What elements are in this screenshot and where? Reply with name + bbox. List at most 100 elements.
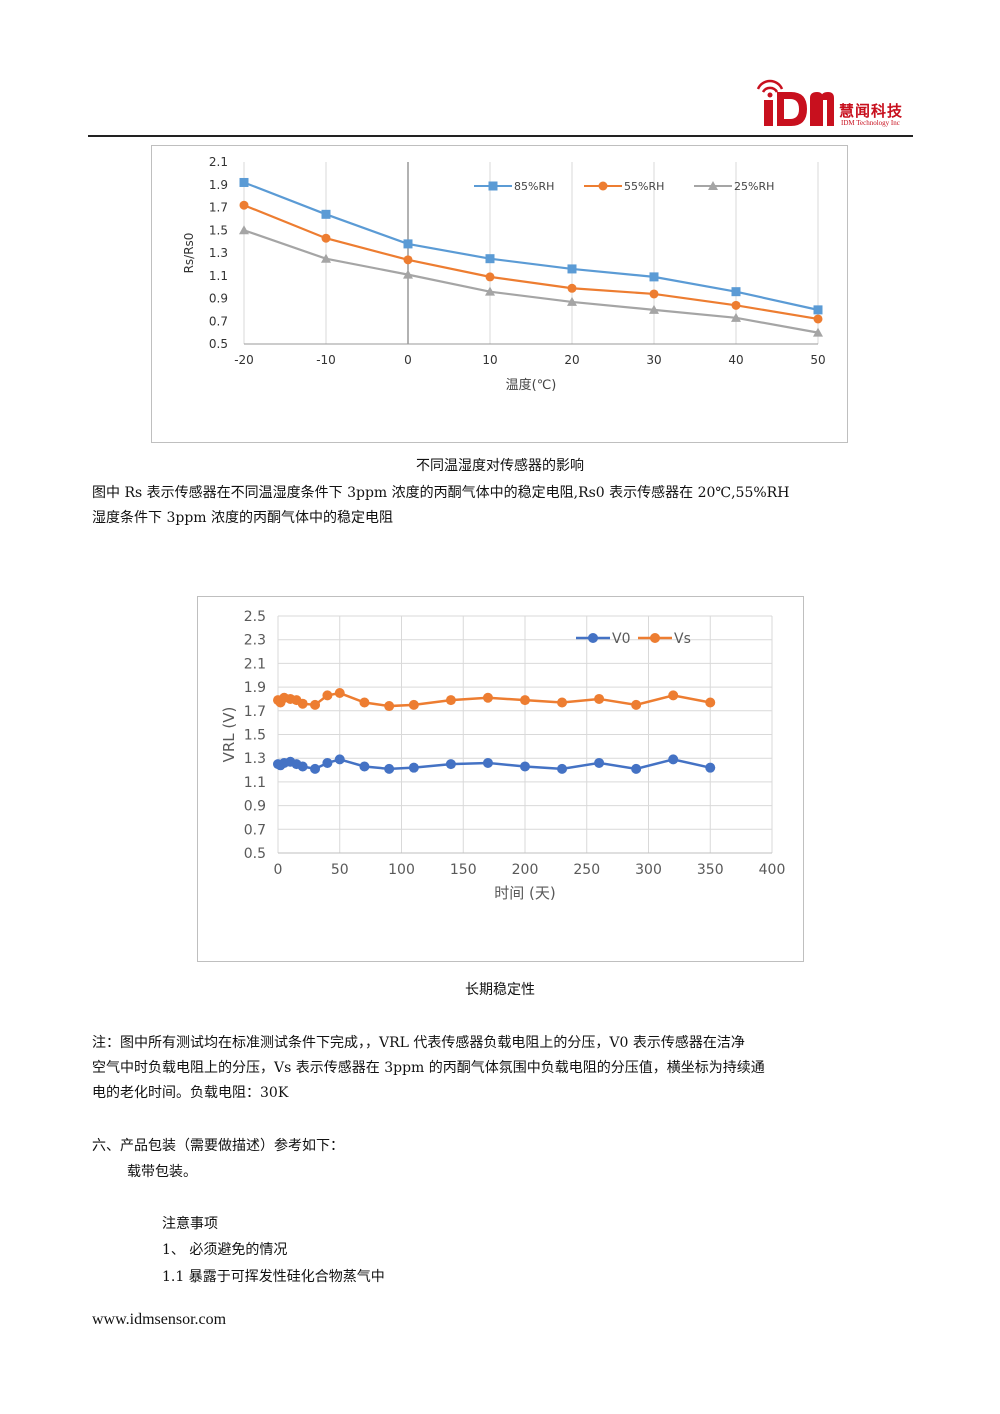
chart-long-term-stability: 2.5 2.3 2.1 1.9 1.7 1.5 1.3 1.1 0.9 0.7 0.5 0 50 100 1… bbox=[220, 609, 786, 902]
data-point bbox=[482, 692, 493, 703]
y-tick-label: 1.1 bbox=[244, 775, 266, 791]
chart1-note-line1: 图中 Rs 表示传感器在不同温湿度条件下 3ppm 浓度的丙酮气体中的稳定电阻,… bbox=[92, 485, 790, 501]
x-tick-label: -20 bbox=[234, 353, 254, 367]
x-tick-label: 200 bbox=[512, 862, 539, 878]
note-line2: 空气中时负载电阻上的分压，Vs 表示传感器在 3ppm 的丙酮气体氛围中负载电阻… bbox=[92, 1060, 765, 1076]
legend-marker bbox=[650, 633, 660, 643]
data-point bbox=[384, 763, 395, 774]
y-tick-label: 0.9 bbox=[244, 799, 266, 815]
footer-url[interactable]: www.idmsensor.com bbox=[92, 1311, 227, 1328]
notice-title: 注意事项 bbox=[162, 1216, 218, 1232]
data-point bbox=[408, 762, 419, 773]
company-logo: 慧闻科技 IDM Technology Inc bbox=[755, 78, 915, 130]
data-point bbox=[297, 698, 308, 709]
data-point bbox=[445, 695, 456, 706]
y-tick-label: 0.5 bbox=[209, 337, 228, 351]
legend-label: V0 bbox=[612, 631, 630, 647]
data-point bbox=[649, 304, 659, 314]
brand-name-cn: 慧闻科技 bbox=[839, 102, 904, 120]
x-axis-title: 温度(℃) bbox=[506, 377, 557, 393]
data-point bbox=[705, 697, 716, 708]
x-tick-label: 100 bbox=[388, 862, 415, 878]
data-point bbox=[631, 699, 642, 710]
series-line-55RH bbox=[243, 204, 819, 321]
data-point bbox=[359, 697, 370, 708]
y-tick-label: 0.7 bbox=[209, 314, 228, 328]
data-point bbox=[731, 312, 741, 322]
x-tick-label: 400 bbox=[759, 862, 786, 878]
idm-logo-icon bbox=[756, 79, 834, 126]
data-point bbox=[359, 761, 370, 772]
y-tick-label: 2.3 bbox=[244, 633, 266, 649]
section6-heading: 六、产品包装（需要做描述）参考如下： bbox=[92, 1138, 344, 1154]
data-point bbox=[705, 762, 716, 773]
data-point bbox=[731, 300, 741, 310]
data-point bbox=[403, 269, 413, 279]
data-point bbox=[567, 264, 577, 274]
data-point bbox=[668, 690, 679, 701]
x-tick-label: 250 bbox=[573, 862, 600, 878]
x-tick-label: 30 bbox=[646, 353, 661, 367]
data-point bbox=[322, 690, 333, 701]
x-axis-title: 时间 (天) bbox=[494, 884, 555, 902]
data-point bbox=[567, 283, 577, 293]
legend-marker bbox=[708, 181, 718, 190]
x-tick-label: 0 bbox=[274, 862, 283, 878]
y-tick-label: 1.1 bbox=[209, 269, 228, 283]
x-tick-label: 0 bbox=[404, 353, 412, 367]
data-point bbox=[520, 761, 530, 772]
data-point bbox=[649, 272, 659, 282]
data-point bbox=[731, 287, 741, 297]
x-tick-label: 350 bbox=[697, 862, 724, 878]
data-point bbox=[334, 754, 345, 765]
note-line1: 注：图中所有测试均在标准测试条件下完成，，VRL 代表传感器负载电阻上的分压，V… bbox=[92, 1035, 745, 1051]
y-tick-label: 1.5 bbox=[209, 223, 228, 237]
x-tick-label: -10 bbox=[316, 353, 336, 367]
x-tick-label: 300 bbox=[635, 862, 662, 878]
data-point bbox=[485, 286, 495, 296]
x-tick-label: 40 bbox=[728, 353, 743, 367]
y-tick-label: 1.5 bbox=[244, 728, 266, 744]
data-point bbox=[403, 239, 413, 249]
chart-temperature-humidity-frame: 2.1 1.9 1.7 1.5 1.3 1.1 0.9 0.7 0.5 -20 -10 0 10 20 30… bbox=[151, 145, 848, 443]
y-tick-label: 1.9 bbox=[209, 178, 228, 192]
data-point bbox=[631, 763, 642, 774]
y-tick-label: 0.9 bbox=[209, 292, 228, 306]
data-point bbox=[408, 699, 419, 710]
data-point bbox=[557, 697, 568, 708]
data-point bbox=[813, 314, 823, 324]
legend-marker bbox=[488, 181, 498, 191]
legend-marker bbox=[588, 633, 598, 643]
legend-label: 25%RH bbox=[734, 180, 774, 193]
data-point bbox=[594, 693, 605, 704]
data-point bbox=[649, 289, 659, 299]
packaging-text: 载带包装。 bbox=[127, 1164, 197, 1180]
data-point bbox=[322, 757, 333, 768]
data-point bbox=[239, 200, 249, 210]
data-point bbox=[239, 177, 249, 187]
y-tick-label: 0.5 bbox=[244, 846, 266, 862]
series-line-85RH bbox=[243, 181, 819, 311]
data-point bbox=[297, 761, 308, 772]
chart1-note-line2: 湿度条件下 3ppm 浓度的丙酮气体中的稳定电阻 bbox=[92, 510, 394, 526]
data-point bbox=[520, 695, 530, 706]
data-point bbox=[668, 754, 679, 765]
data-point bbox=[567, 296, 577, 306]
data-point bbox=[384, 701, 395, 712]
y-axis-title: VRL (V) bbox=[220, 707, 238, 763]
y-tick-label: 1.3 bbox=[209, 246, 228, 260]
data-point bbox=[485, 272, 495, 282]
chart-long-term-stability-frame: 2.5 2.3 2.1 1.9 1.7 1.5 1.3 1.1 0.9 0.7 0.5 0 50 100 1… bbox=[197, 596, 804, 962]
y-tick-label: 2.1 bbox=[209, 155, 228, 169]
legend-label: Vs bbox=[674, 631, 691, 647]
x-tick-label: 50 bbox=[331, 862, 349, 878]
x-tick-label: 20 bbox=[564, 353, 579, 367]
x-tick-label: 10 bbox=[482, 353, 497, 367]
data-point bbox=[334, 688, 345, 699]
data-point bbox=[310, 763, 321, 774]
data-point bbox=[482, 757, 493, 768]
data-point bbox=[594, 757, 605, 768]
x-tick-label: 150 bbox=[450, 862, 477, 878]
y-tick-label: 0.7 bbox=[244, 822, 266, 838]
y-tick-label: 2.5 bbox=[244, 609, 266, 625]
